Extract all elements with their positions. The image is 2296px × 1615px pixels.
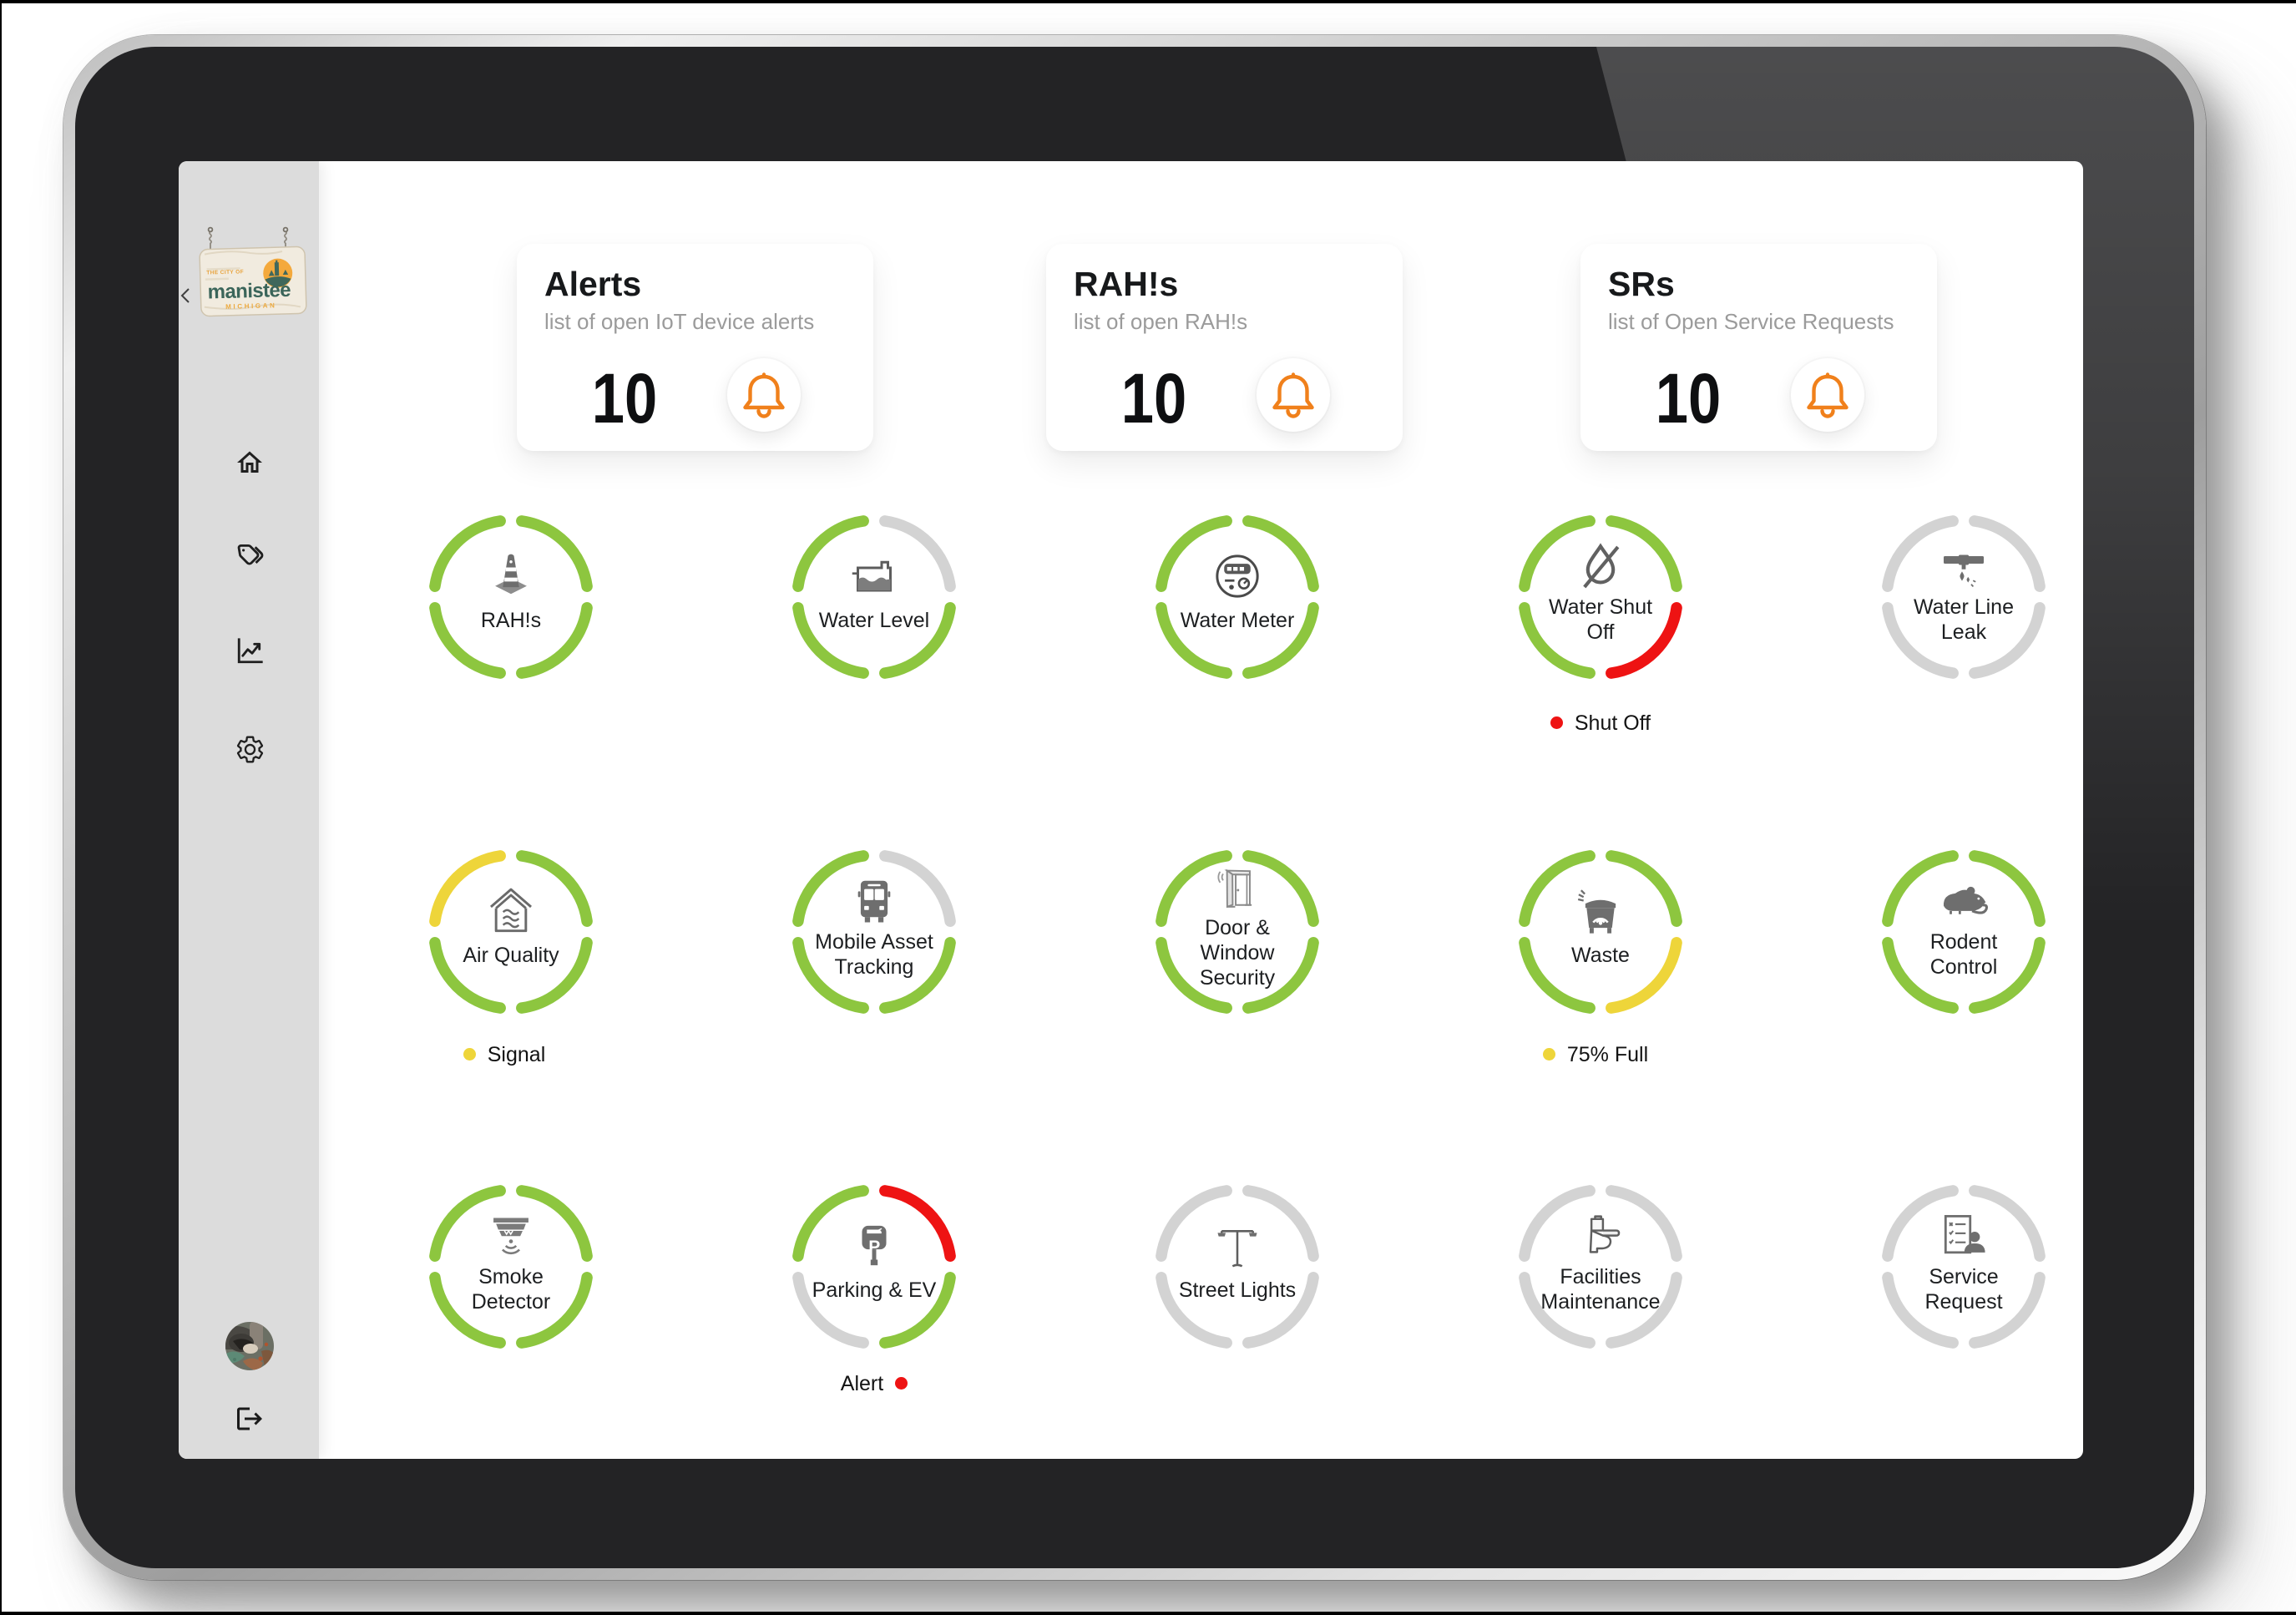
svg-text:MICHIGAN: MICHIGAN (225, 301, 276, 311)
svg-text:THE CITY OF: THE CITY OF (206, 269, 244, 276)
svg-text:manistee: manistee (207, 279, 291, 304)
